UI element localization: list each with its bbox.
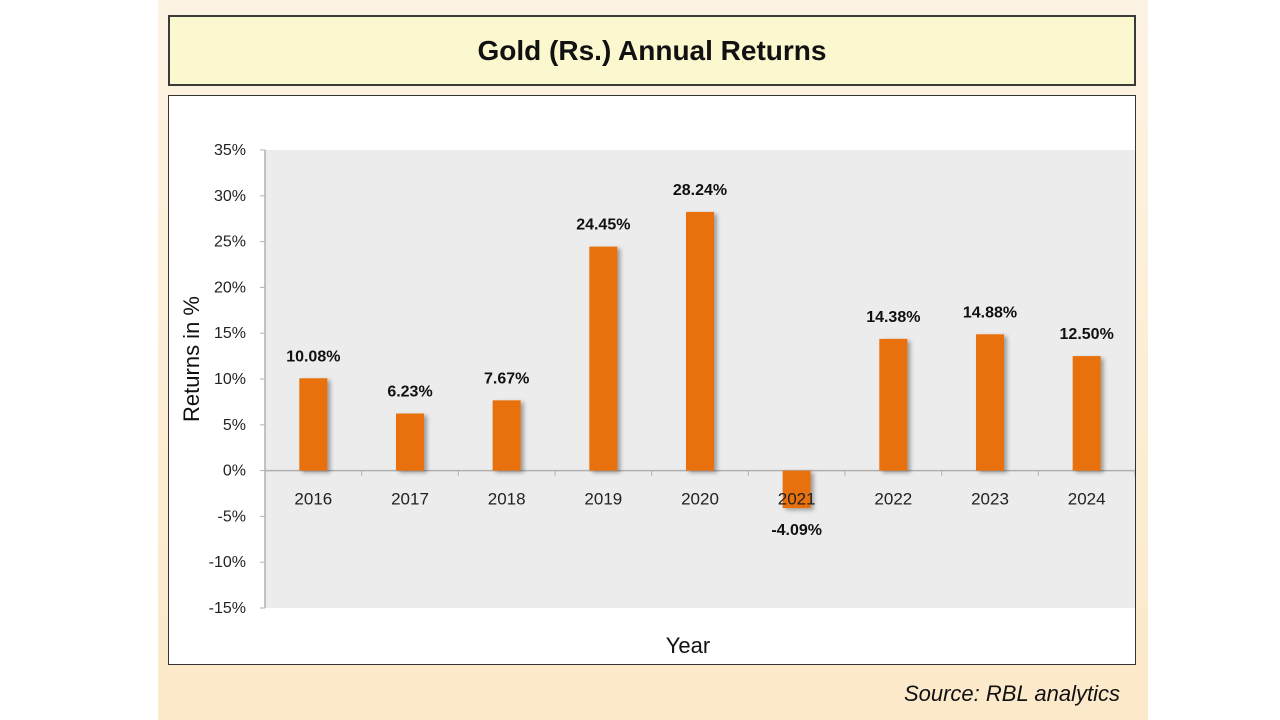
data-label: 10.08%	[286, 348, 340, 365]
y-tick-label: 25%	[214, 234, 246, 251]
bar	[299, 378, 328, 471]
bar	[686, 211, 714, 471]
x-tick-label: 2017	[391, 490, 429, 509]
bar	[976, 334, 1004, 471]
y-tick-label: 35%	[214, 142, 246, 159]
x-tick-label: 2023	[971, 490, 1009, 509]
bar	[1072, 356, 1101, 471]
title-banner: Gold (Rs.) Annual Returns	[168, 15, 1136, 86]
bar	[492, 400, 521, 471]
y-tick-label: 10%	[214, 371, 246, 388]
x-tick-label: 2022	[874, 490, 912, 509]
x-tick-label: 2020	[681, 490, 719, 509]
source-note: Source: RBL analytics	[903, 681, 1120, 706]
data-label: 12.50%	[1060, 326, 1114, 343]
bar	[782, 470, 811, 509]
y-tick-label: -15%	[209, 600, 246, 617]
x-tick-label: 2021	[778, 490, 816, 509]
bar	[589, 246, 618, 471]
chart-title: Gold (Rs.) Annual Returns	[477, 34, 827, 66]
y-tick-label: 0%	[223, 463, 246, 480]
y-tick-label: 5%	[223, 417, 246, 434]
data-label: 14.38%	[866, 309, 920, 326]
data-label: 28.24%	[673, 182, 727, 199]
x-tick-label: 2018	[488, 490, 526, 509]
x-tick-label: 2024	[1068, 490, 1106, 509]
bar-chart: 35% 30% 25% 20% 15% 10% 5% 0% -5% -10% -15% 2016 10.…	[179, 142, 1135, 658]
x-tick-label: 2016	[294, 490, 332, 509]
chart-container: 35% 30% 25% 20% 15% 10% 5% 0% -5% -10% -15% 2016 10.…	[168, 95, 1136, 665]
y-tick-label: -5%	[218, 508, 246, 525]
x-tick-label: 2019	[584, 490, 622, 509]
data-label: 14.88%	[963, 304, 1017, 321]
data-label: 6.23%	[387, 384, 432, 401]
data-label: 7.67%	[484, 370, 529, 387]
y-tick-label: 20%	[214, 279, 246, 296]
x-axis-title: Year	[666, 633, 710, 658]
bar	[879, 338, 908, 471]
y-tick-label: 15%	[214, 325, 246, 342]
y-tick-label: 30%	[214, 188, 246, 205]
y-tick-label: -10%	[209, 554, 246, 571]
y-axis-title: Returns in %	[179, 296, 204, 422]
bar	[396, 413, 424, 471]
data-label: 24.45%	[576, 217, 630, 234]
data-label: -4.09%	[771, 522, 822, 539]
